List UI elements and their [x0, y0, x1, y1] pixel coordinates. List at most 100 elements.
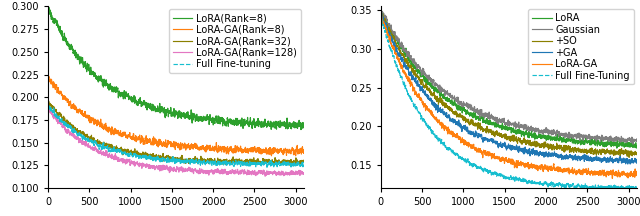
- Full Fine-tuning: [293, 162, 301, 164]
- LoRA-GA: [377, 12, 385, 15]
- LoRA-GA(Rank=8): [45, 73, 52, 76]
- +GA: [543, 152, 550, 154]
- Gaussian: [543, 130, 550, 133]
- LoRA-GA(Rank=8): [124, 135, 132, 137]
- Full Fine-Tuning: [457, 156, 465, 159]
- LoRA-GA(Rank=128): [276, 172, 284, 174]
- LoRA-GA: [457, 142, 465, 144]
- +GA: [377, 12, 385, 14]
- Full Fine-Tuning: [616, 189, 623, 192]
- LoRA(Rank=8): [124, 93, 132, 96]
- Full Fine-tuning: [101, 146, 109, 148]
- +GA: [378, 11, 385, 13]
- Line: LoRA-GA(Rank=32): LoRA-GA(Rank=32): [48, 101, 304, 165]
- +SO: [609, 151, 617, 153]
- LoRA: [377, 8, 385, 10]
- +GA: [434, 110, 442, 113]
- +SO: [457, 115, 465, 118]
- LoRA: [633, 145, 640, 148]
- +GA: [633, 160, 640, 163]
- LoRA-GA(Rank=128): [210, 170, 218, 173]
- +SO: [546, 145, 554, 148]
- Legend: LoRA, Gaussian, +SO, +GA, LoRA-GA, Full Fine-Tuning: LoRA, Gaussian, +SO, +GA, LoRA-GA, Full …: [528, 10, 634, 84]
- Line: Full Fine-Tuning: Full Fine-Tuning: [381, 16, 637, 191]
- LoRA-GA(Rank=128): [300, 172, 308, 175]
- +SO: [633, 151, 640, 154]
- Full Fine-Tuning: [633, 187, 640, 190]
- Full Fine-Tuning: [609, 186, 616, 189]
- Legend: LoRA(Rank=8), LoRA-GA(Rank=8), LoRA-GA(Rank=32), LoRA-GA(Rank=128), Full Fine-tu: LoRA(Rank=8), LoRA-GA(Rank=8), LoRA-GA(R…: [169, 10, 301, 73]
- +SO: [377, 9, 385, 12]
- LoRA-GA: [378, 12, 385, 15]
- LoRA-GA(Rank=128): [261, 175, 269, 178]
- LoRA: [457, 106, 465, 109]
- LoRA-GA(Rank=32): [210, 161, 218, 163]
- LoRA-GA(Rank=128): [124, 159, 132, 162]
- LoRA(Rank=8): [293, 126, 301, 129]
- Full Fine-tuning: [45, 104, 52, 107]
- LoRA-GA(Rank=32): [293, 159, 301, 162]
- LoRA(Rank=8): [210, 121, 218, 124]
- Line: +SO: +SO: [381, 10, 637, 157]
- Gaussian: [626, 137, 634, 140]
- +GA: [627, 163, 634, 165]
- LoRA-GA(Rank=8): [210, 147, 218, 150]
- Full Fine-tuning: [276, 164, 284, 167]
- Full Fine-Tuning: [377, 15, 385, 17]
- Full Fine-Tuning: [626, 187, 634, 190]
- +GA: [626, 160, 634, 162]
- Gaussian: [609, 138, 617, 141]
- Gaussian: [457, 103, 465, 106]
- LoRA: [626, 146, 634, 148]
- Line: LoRA-GA(Rank=8): LoRA-GA(Rank=8): [48, 74, 304, 156]
- Full Fine-tuning: [44, 106, 52, 109]
- +SO: [626, 151, 634, 154]
- LoRA-GA(Rank=8): [300, 150, 308, 153]
- Gaussian: [546, 130, 554, 132]
- LoRA: [546, 135, 554, 137]
- LoRA: [434, 90, 442, 92]
- +SO: [377, 9, 385, 11]
- LoRA-GA(Rank=128): [101, 153, 109, 156]
- LoRA-GA(Rank=32): [276, 162, 284, 164]
- LoRA-GA: [609, 170, 617, 173]
- LoRA(Rank=8): [44, 1, 52, 3]
- LoRA-GA(Rank=128): [213, 168, 221, 170]
- LoRA-GA(Rank=128): [293, 172, 301, 174]
- Full Fine-Tuning: [543, 182, 550, 184]
- Gaussian: [629, 143, 637, 146]
- Line: Gaussian: Gaussian: [381, 10, 637, 144]
- +GA: [546, 154, 554, 157]
- Line: Full Fine-tuning: Full Fine-tuning: [48, 106, 304, 167]
- LoRA-GA: [434, 121, 442, 124]
- Full Fine-Tuning: [434, 138, 442, 141]
- LoRA: [609, 142, 617, 145]
- LoRA-GA(Rank=32): [286, 164, 294, 167]
- Line: LoRA-GA(Rank=128): LoRA-GA(Rank=128): [48, 107, 304, 176]
- Full Fine-tuning: [210, 161, 218, 164]
- LoRA-GA(Rank=8): [101, 126, 109, 129]
- Full Fine-Tuning: [546, 183, 554, 186]
- LoRA-GA: [633, 171, 640, 174]
- Gaussian: [633, 138, 640, 140]
- Full Fine-tuning: [300, 162, 308, 165]
- +SO: [434, 99, 442, 102]
- LoRA-GA(Rank=32): [44, 102, 52, 104]
- LoRA-GA: [546, 167, 554, 169]
- LoRA-GA: [543, 167, 550, 170]
- +SO: [625, 156, 633, 159]
- Line: LoRA-GA: LoRA-GA: [381, 14, 637, 178]
- LoRA-GA(Rank=8): [293, 149, 301, 152]
- LoRA(Rank=8): [300, 124, 308, 127]
- LoRA: [613, 147, 621, 149]
- LoRA(Rank=8): [297, 128, 305, 131]
- Full Fine-tuning: [263, 166, 271, 168]
- Gaussian: [378, 8, 385, 11]
- LoRA: [543, 138, 550, 141]
- LoRA: [377, 9, 385, 12]
- +GA: [457, 123, 465, 126]
- LoRA(Rank=8): [213, 121, 221, 123]
- +GA: [609, 161, 617, 164]
- LoRA-GA: [626, 174, 634, 177]
- LoRA-GA(Rank=32): [300, 160, 308, 162]
